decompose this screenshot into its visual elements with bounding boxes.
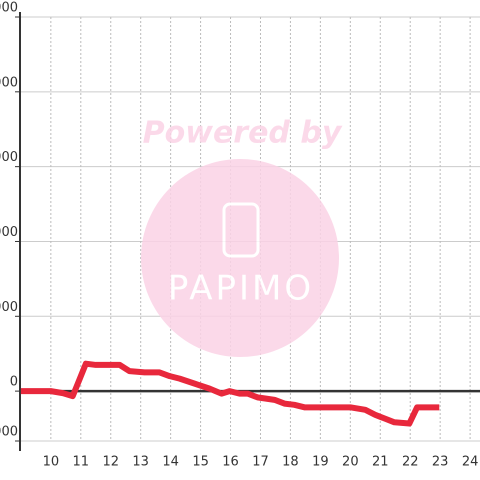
y-tick-label: 0	[10, 375, 18, 390]
x-tick-label: 20	[342, 455, 359, 470]
y-tick-label: 60,000	[0, 225, 18, 240]
x-tick-label: 13	[132, 455, 149, 470]
x-tick-label: 19	[312, 455, 329, 470]
watermark-caption: Powered by	[143, 116, 343, 151]
x-tick-label: 12	[102, 455, 119, 470]
data-line	[20, 360, 440, 427]
x-tick-label: 16	[222, 455, 239, 470]
y-tick-label: -20,000	[0, 425, 18, 440]
x-tick-label: 15	[192, 455, 209, 470]
watermark-circle	[141, 159, 339, 357]
x-tick-label: 18	[282, 455, 299, 470]
y-tick-label: 120,000	[0, 75, 18, 90]
x-tick-label: 11	[73, 455, 90, 470]
x-tick-label: 22	[402, 455, 419, 470]
x-tick-label: 10	[43, 455, 60, 470]
y-tick-label: 90,000	[0, 150, 18, 165]
x-tick-label: 14	[162, 455, 179, 470]
x-tick-label: 24	[462, 455, 479, 470]
x-tick-label: 17	[252, 455, 269, 470]
watermark-logo: PAPIMO	[168, 269, 314, 309]
watermark: Powered by PAPIMO	[141, 116, 343, 357]
x-tick-label: 23	[432, 455, 449, 470]
x-tick-label: 21	[372, 455, 389, 470]
y-tick-label: 30,000	[0, 300, 18, 315]
watermark-phone	[222, 202, 260, 258]
y-tick-label: 150,000	[0, 1, 18, 16]
